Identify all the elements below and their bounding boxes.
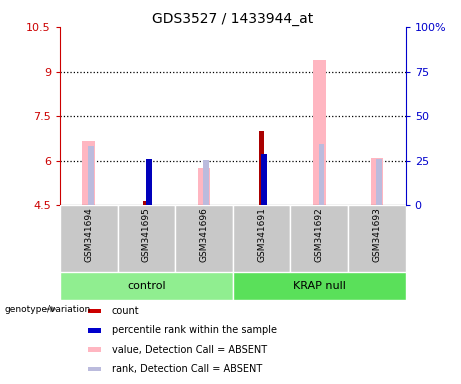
Bar bbox=[146, 159, 152, 205]
Text: genotype/variation: genotype/variation bbox=[5, 305, 91, 314]
Bar bbox=[348, 205, 406, 272]
Text: KRAP null: KRAP null bbox=[293, 281, 346, 291]
Text: control: control bbox=[127, 281, 165, 291]
Bar bbox=[376, 159, 382, 205]
Text: count: count bbox=[112, 306, 139, 316]
Text: GSM341695: GSM341695 bbox=[142, 207, 151, 262]
Bar bbox=[60, 272, 233, 300]
Bar bbox=[233, 205, 290, 272]
Bar bbox=[88, 309, 101, 313]
Text: GSM341696: GSM341696 bbox=[200, 207, 208, 262]
Bar bbox=[175, 205, 233, 272]
Bar bbox=[88, 146, 94, 205]
Bar bbox=[313, 60, 325, 205]
Bar bbox=[198, 168, 210, 205]
Bar bbox=[290, 205, 348, 272]
Bar bbox=[60, 205, 118, 272]
Text: GSM341691: GSM341691 bbox=[257, 207, 266, 262]
Bar bbox=[371, 158, 383, 205]
Bar bbox=[203, 160, 209, 205]
Text: percentile rank within the sample: percentile rank within the sample bbox=[112, 325, 277, 335]
Bar bbox=[233, 272, 406, 300]
Bar bbox=[319, 144, 325, 205]
Bar bbox=[143, 201, 149, 205]
Bar bbox=[88, 328, 101, 333]
Bar bbox=[88, 348, 101, 352]
Bar bbox=[83, 141, 95, 205]
Text: rank, Detection Call = ABSENT: rank, Detection Call = ABSENT bbox=[112, 364, 262, 374]
Bar bbox=[88, 367, 101, 371]
Bar bbox=[259, 131, 265, 205]
Text: value, Detection Call = ABSENT: value, Detection Call = ABSENT bbox=[112, 344, 267, 354]
Bar bbox=[118, 205, 175, 272]
Text: GSM341693: GSM341693 bbox=[372, 207, 381, 262]
Text: GSM341694: GSM341694 bbox=[84, 207, 93, 262]
Title: GDS3527 / 1433944_at: GDS3527 / 1433944_at bbox=[152, 12, 313, 26]
Bar bbox=[261, 154, 267, 205]
Text: GSM341692: GSM341692 bbox=[315, 207, 324, 262]
